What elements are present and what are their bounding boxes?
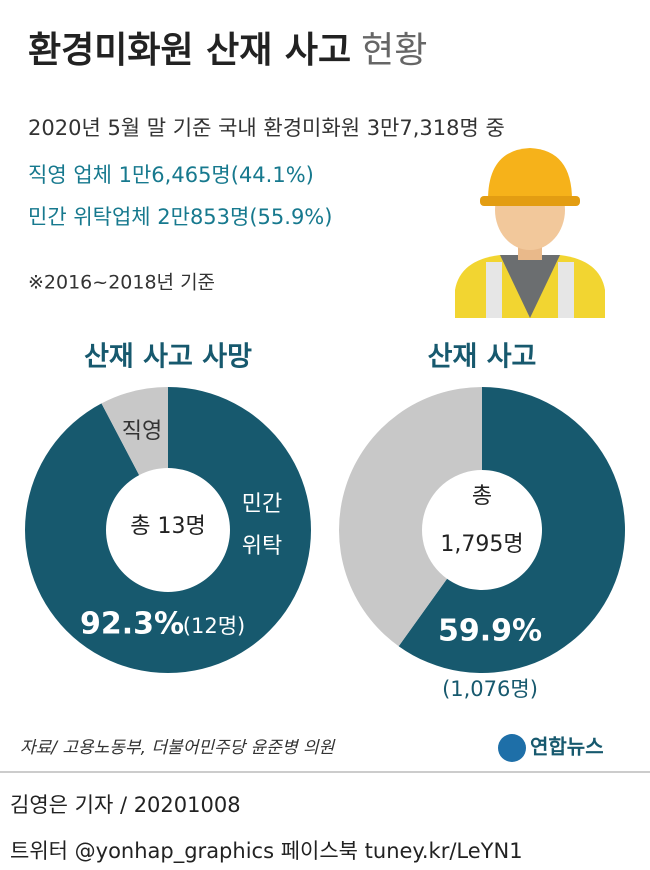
donut-slice: [101, 387, 168, 476]
title: 환경미화원 산재 사고 현황: [28, 30, 427, 71]
worker-icon: [455, 148, 605, 318]
value-label: 92.3%: [80, 607, 184, 642]
intro-line: 2020년 5월 말 기준 국내 환경미화원 3만7,318명 중: [28, 116, 505, 140]
category-label: 직영: [122, 419, 162, 444]
donut-slice: [398, 387, 626, 674]
title-suffix: 현황: [361, 30, 427, 71]
category-line: 민간: [242, 492, 282, 517]
intro-line: 직영 업체 1만6,465명(44.1%): [28, 163, 314, 187]
category-line: 위탁: [242, 534, 282, 559]
social: 트위터 @yonhap_graphics 페이스북 tuney.kr/LeYN1: [10, 839, 523, 864]
center-label: 1,795명: [440, 532, 523, 557]
value-label: 59.9%: [438, 614, 542, 649]
donut-slice: [25, 387, 312, 673]
intro-line: 민간 위탁업체 2만853명(55.9%): [28, 205, 332, 229]
chart-title: 산재 사고 사망: [84, 342, 252, 373]
donut-slice: [339, 387, 482, 647]
center-label: 총: [472, 484, 492, 509]
value-label: (1,076명): [442, 677, 538, 701]
logo-mark: [498, 734, 526, 762]
note: ※2016~2018년 기준: [28, 272, 215, 294]
byline: 김영은 기자 / 20201008: [10, 793, 241, 817]
source: 자료/ 고용노동부, 더불어민주당 윤준병 의원: [20, 738, 336, 758]
chart-title: 산재 사고: [428, 342, 537, 373]
logo: 연합뉴스: [530, 735, 604, 759]
center-label: 총 13명: [130, 514, 205, 539]
value-label: (12명): [183, 614, 245, 638]
title-main: 환경미화원 산재 사고: [28, 30, 351, 71]
